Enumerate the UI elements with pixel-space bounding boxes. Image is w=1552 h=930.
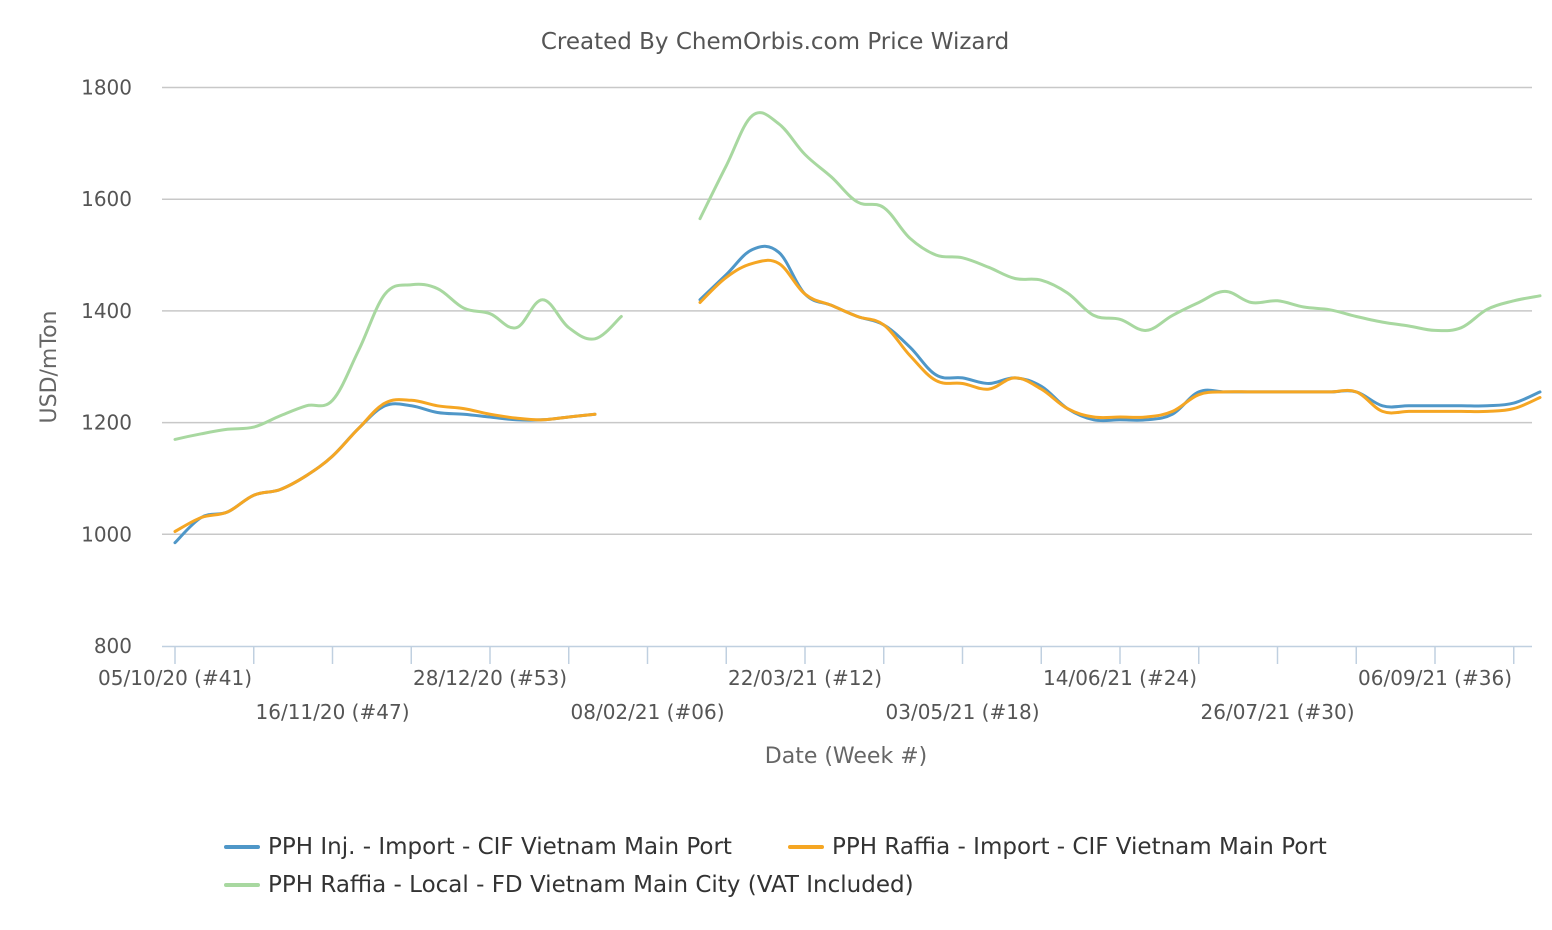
legend: PPH Inj. - Import - CIF Vietnam Main Por… [224, 834, 1327, 898]
x-tick-label: 03/05/21 (#18) [886, 700, 1040, 724]
y-tick-label: 1800 [81, 76, 132, 100]
y-tick-label: 1600 [81, 187, 132, 211]
x-tick-label: 26/07/21 (#30) [1201, 700, 1355, 724]
series-line-2-segment-1 [698, 111, 1542, 333]
series-line-1-segment-1 [698, 258, 1542, 420]
y-axis-ticks: 800 1000 1200 1400 1600 1800 [81, 76, 132, 659]
x-tick-label: 05/10/20 (#41) [98, 666, 252, 690]
x-axis-ticks: 05/10/20 (#41)16/11/20 (#47)28/12/20 (#5… [98, 646, 1515, 724]
y-tick-label: 1000 [81, 522, 132, 546]
legend-label-pph-raffia-local: PPH Raffia - Local - FD Vietnam Main Cit… [268, 872, 914, 898]
legend-item-pph-raffia-local[interactable]: PPH Raffia - Local - FD Vietnam Main Cit… [224, 872, 914, 898]
y-tick-label: 1400 [81, 299, 132, 323]
x-tick-label: 22/03/21 (#12) [728, 666, 882, 690]
x-tick-label: 06/09/21 (#36) [1358, 666, 1512, 690]
x-tick-label: 16/11/20 (#47) [256, 700, 410, 724]
y-tick-label: 1200 [81, 411, 132, 435]
x-tick-label: 08/02/21 (#06) [571, 700, 725, 724]
legend-label-pph-inj-import: PPH Inj. - Import - CIF Vietnam Main Por… [268, 834, 732, 860]
legend-item-pph-raffia-import[interactable]: PPH Raffia - Import - CIF Vietnam Main P… [788, 834, 1327, 860]
legend-label-pph-raffia-import: PPH Raffia - Import - CIF Vietnam Main P… [832, 834, 1327, 860]
legend-item-pph-inj-import[interactable]: PPH Inj. - Import - CIF Vietnam Main Por… [224, 834, 732, 860]
x-tick-label: 28/12/20 (#53) [413, 666, 567, 690]
series-lines [173, 111, 1542, 545]
y-tick-label: 800 [94, 634, 132, 658]
series-line-0-segment-0 [173, 402, 597, 545]
x-tick-label: 14/06/21 (#24) [1043, 666, 1197, 690]
series-line-0-segment-1 [698, 244, 1542, 423]
series-line-1-segment-0 [173, 398, 597, 533]
y-axis-title: USD/mTon [37, 311, 62, 424]
chart-title: Created By ChemOrbis.com Price Wizard [541, 29, 1009, 55]
series-line-2-segment-0 [173, 282, 623, 441]
x-axis-title: Date (Week #) [765, 744, 927, 769]
